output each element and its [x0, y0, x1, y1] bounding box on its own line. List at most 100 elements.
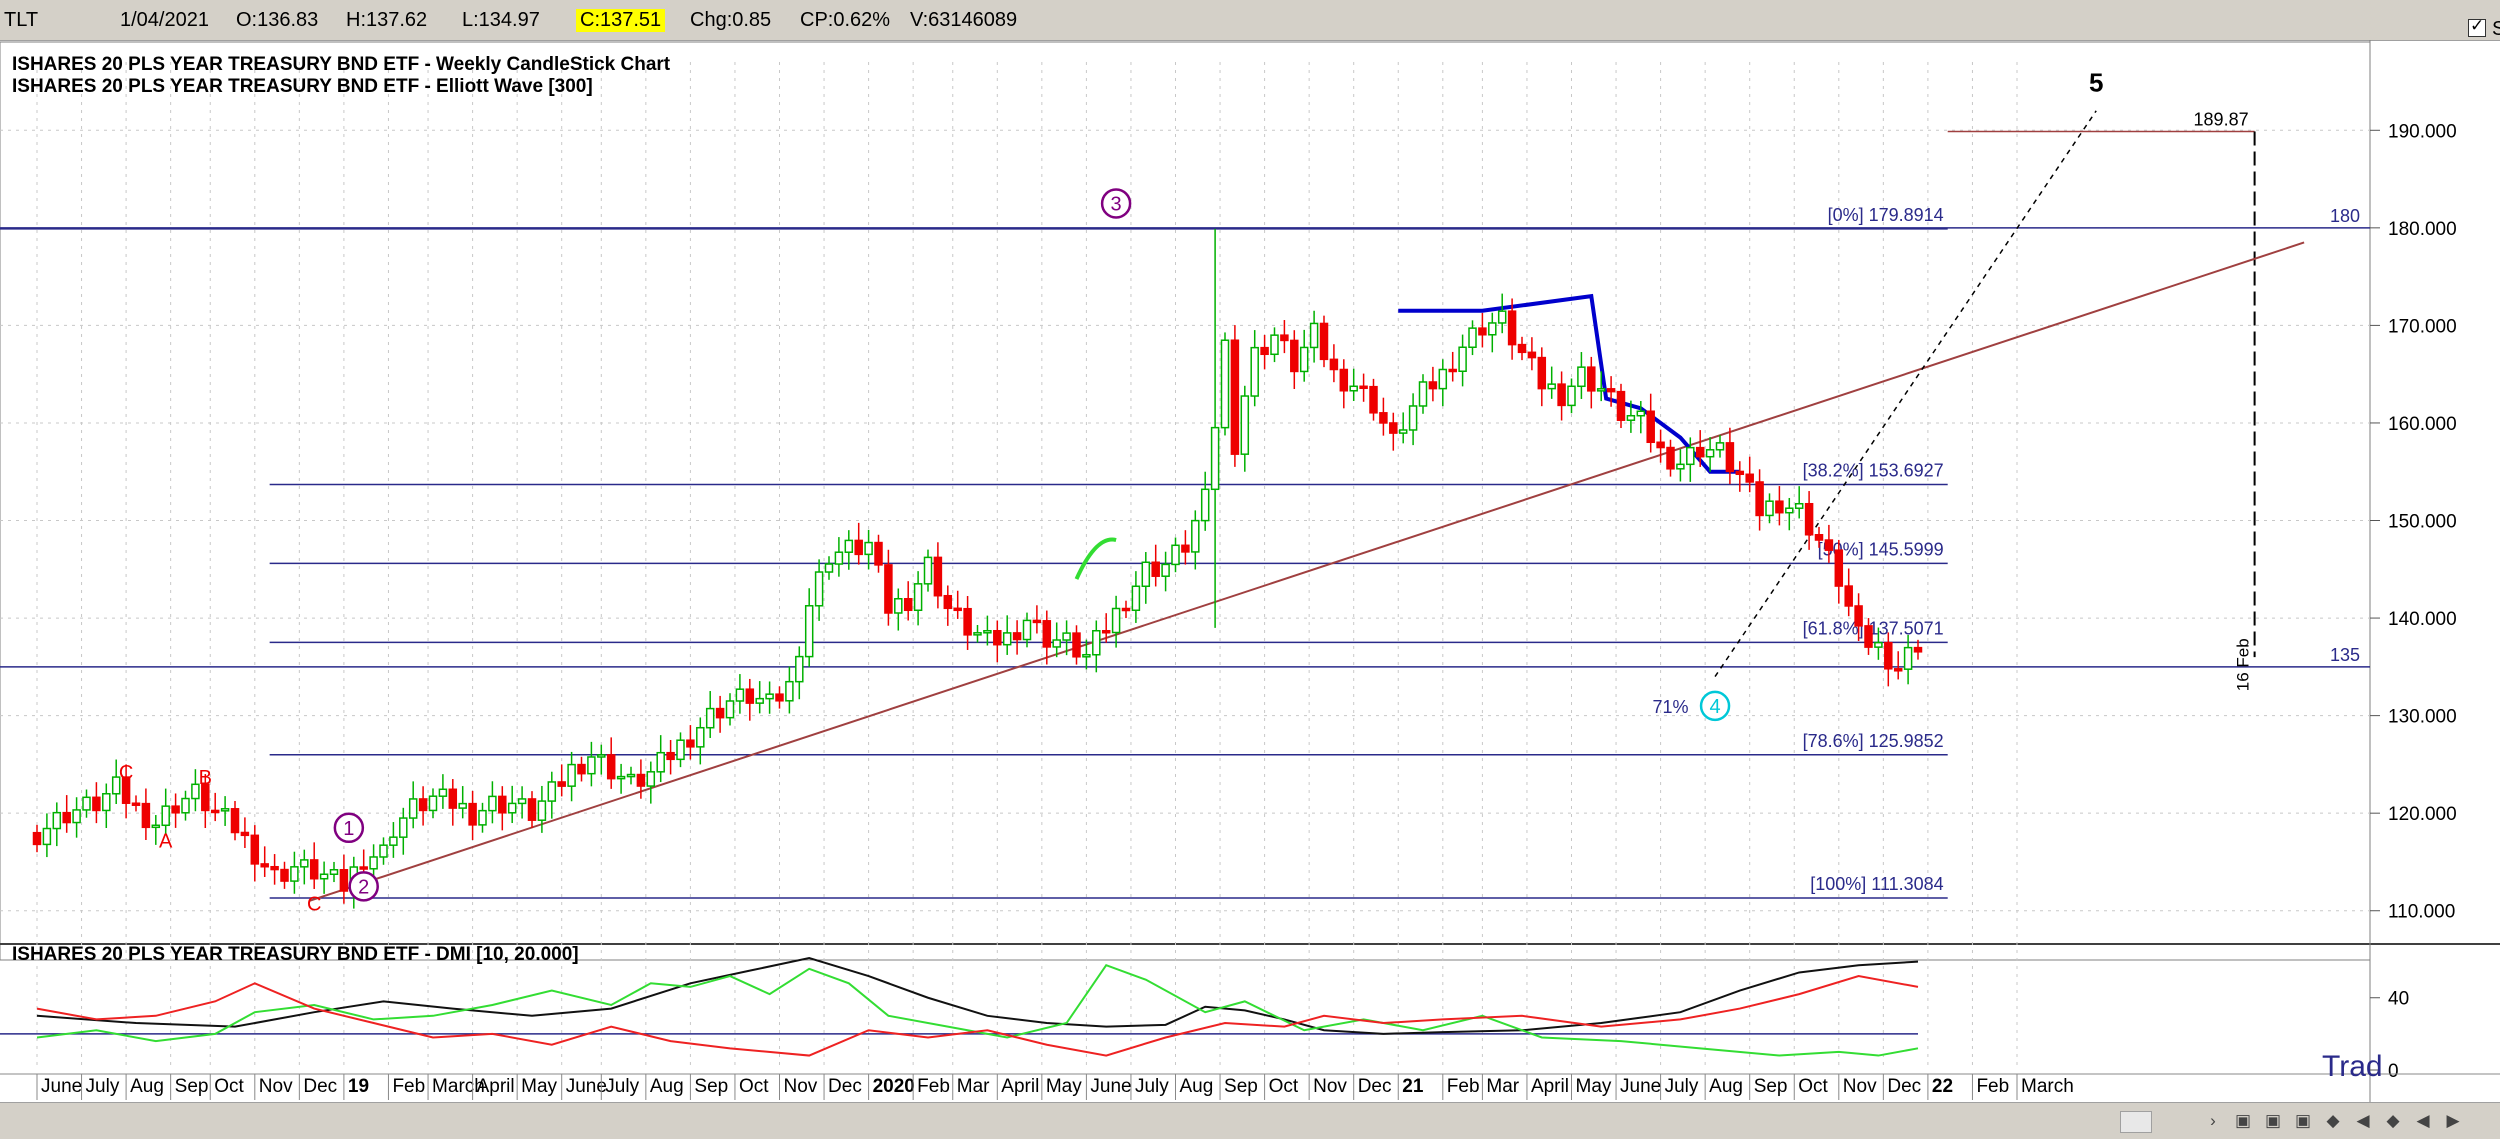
candle-body — [300, 859, 309, 868]
candle-body — [1884, 641, 1893, 670]
candle-body — [973, 632, 982, 636]
candle-body — [547, 781, 557, 802]
dmi-y-tick-label: 0 — [2388, 1061, 2399, 1082]
fib-level-label: [0%] 179.8914 — [1828, 205, 1944, 225]
expand-icon[interactable]: ◆ — [2326, 1111, 2340, 1130]
wave-label: C — [307, 894, 321, 916]
candle-body — [399, 817, 408, 838]
candle-body — [181, 797, 190, 814]
candle-body — [1587, 366, 1596, 392]
layout-icon[interactable]: ▣ — [2294, 1111, 2312, 1130]
candle-body — [1646, 410, 1655, 444]
forward-icon[interactable]: ▶ — [2446, 1111, 2460, 1130]
candle-body — [1488, 322, 1497, 336]
wave-label: 1 — [343, 818, 354, 840]
candle-body — [804, 605, 814, 658]
wave-label: B — [199, 767, 212, 789]
candle-body — [1547, 383, 1556, 390]
chart-area[interactable]: 110.000 120.000 130.000 140.000 150.000 160.0… — [0, 40, 2500, 1102]
change-value: Chg:0.85 — [690, 9, 772, 31]
x-tick-label: Feb — [392, 1076, 425, 1097]
candle-body — [1794, 502, 1804, 509]
checkbox-check-icon — [2468, 16, 2486, 37]
y-tick-label: 130.000 — [2388, 707, 2457, 728]
scroll-right-icon[interactable]: › — [2210, 1111, 2216, 1130]
candle-body — [1042, 620, 1052, 648]
candle-body — [1854, 605, 1863, 627]
fib-level-label: [50%] 145.5999 — [1818, 539, 1944, 559]
candle-body — [1121, 607, 1131, 612]
x-tick-label: Nov — [1313, 1076, 1347, 1097]
x-tick-label: Dec — [303, 1076, 337, 1097]
candle-body — [62, 811, 71, 824]
candle-body — [92, 796, 101, 812]
candle-body — [884, 564, 893, 614]
candle-body — [1369, 385, 1378, 414]
candle-body — [102, 793, 111, 812]
scroll-thumb[interactable] — [2120, 1111, 2152, 1133]
collapse-icon[interactable]: ◆ — [2386, 1111, 2400, 1130]
candle-body — [171, 805, 180, 814]
y-tick-label: 110.000 — [2388, 902, 2455, 923]
candle-body — [418, 798, 428, 812]
candle-body — [597, 754, 606, 758]
x-tick-label: Oct — [1269, 1076, 1299, 1097]
open-value: O:136.83 — [236, 9, 319, 31]
candle-body — [1418, 381, 1428, 407]
x-tick-label: July — [86, 1076, 120, 1097]
candle-body — [567, 763, 576, 787]
horizontal-level-label: 180 — [2330, 206, 2360, 226]
candle-body — [498, 795, 507, 814]
candle-body — [775, 693, 784, 702]
back-icon[interactable]: ◀ — [2416, 1111, 2430, 1130]
candle-body — [785, 680, 794, 702]
show-last-checkbox[interactable]: Show Last — [2468, 9, 2500, 40]
x-tick-label: 21 — [1402, 1076, 1424, 1097]
x-tick-label: May — [1576, 1076, 1612, 1097]
candle-body — [240, 831, 250, 837]
close-value: C:137.51 — [576, 9, 666, 32]
candle-body — [755, 697, 764, 704]
candle-body — [131, 802, 141, 806]
fib-level-label: [61.8%] 137.5071 — [1803, 618, 1944, 638]
candle-body — [1824, 539, 1834, 551]
candle-body — [319, 873, 329, 880]
y-tick-label: 170.000 — [2388, 316, 2457, 337]
wave-label: A — [159, 830, 173, 852]
candle-body — [993, 629, 1002, 646]
wave-percent-label: 71% — [1652, 697, 1688, 717]
x-tick-label: July — [605, 1076, 639, 1097]
candle-body — [606, 754, 616, 780]
x-tick-label: March — [2021, 1076, 2074, 1097]
candle-body — [1171, 544, 1180, 566]
candle-body — [646, 771, 656, 787]
candle-body — [1101, 629, 1111, 634]
candle-body — [1448, 368, 1457, 373]
y-tick-label: 120.000 — [2388, 804, 2457, 825]
candle-body — [1032, 619, 1042, 624]
candle-body — [765, 693, 774, 700]
candle-body — [1468, 327, 1477, 349]
candle-body — [824, 563, 834, 573]
candle-body — [1844, 585, 1853, 607]
candle-body — [1903, 646, 1913, 670]
watermark-text: Trad — [2322, 1050, 2383, 1083]
first-page-icon[interactable]: ◀ — [2356, 1111, 2370, 1130]
zoom-icon[interactable]: ▣ — [2264, 1111, 2282, 1130]
candle-body — [478, 809, 487, 826]
candle-body — [369, 856, 378, 870]
candle-body — [1804, 502, 1814, 536]
candle-body — [1785, 507, 1794, 514]
fib-level-label: [78.6%] 125.9852 — [1803, 731, 1944, 751]
x-tick-label: Sep — [175, 1076, 209, 1097]
candle-body — [1616, 390, 1626, 421]
candle-body — [923, 556, 933, 585]
x-tick-label: Nov — [259, 1076, 293, 1097]
candle-body — [1428, 381, 1438, 390]
candle-body — [339, 869, 349, 892]
print-icon[interactable]: ▣ — [2234, 1111, 2252, 1130]
candle-body — [557, 781, 566, 787]
candle-body — [1438, 368, 1448, 390]
candle-body — [903, 598, 913, 612]
candle-body — [488, 795, 497, 812]
